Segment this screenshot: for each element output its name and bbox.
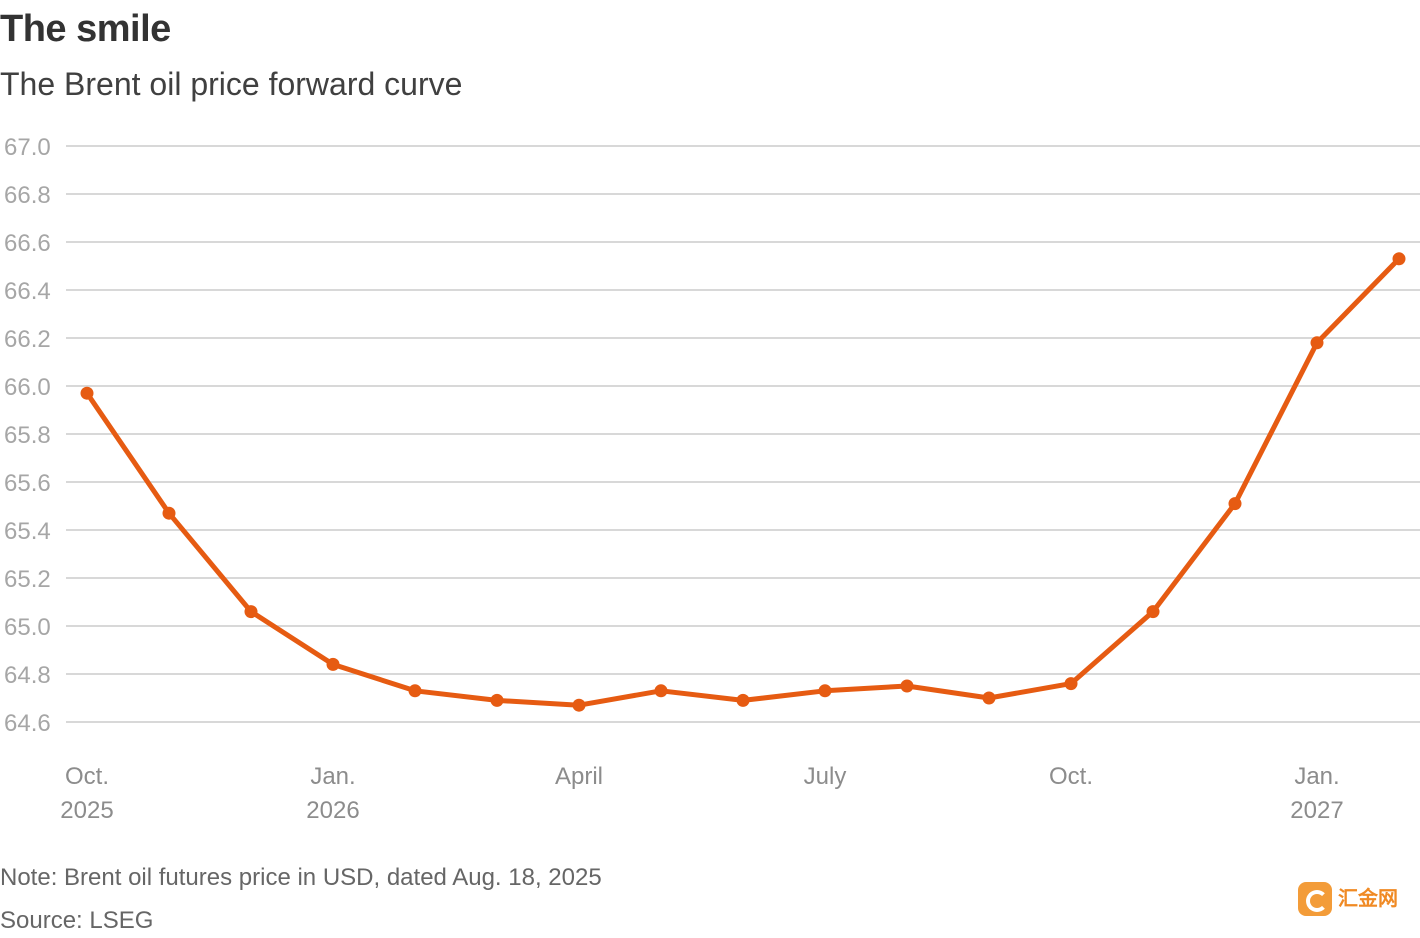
data-point [1228, 497, 1242, 511]
y-tick-label: 66.4 [4, 278, 51, 305]
data-point [162, 506, 176, 520]
data-point [326, 657, 340, 671]
data-point [80, 386, 94, 400]
x-tick-label: 2026 [306, 797, 359, 824]
data-point [654, 684, 668, 698]
chart-note: Note: Brent oil futures price in USD, da… [0, 864, 602, 891]
data-point [244, 605, 258, 619]
y-tick-label: 65.0 [4, 614, 51, 641]
x-tick-label: April [555, 763, 603, 790]
chart-title: The smile [0, 8, 171, 50]
x-tick-label: 2025 [60, 797, 113, 824]
data-point [1310, 336, 1324, 350]
y-tick-label: 65.4 [4, 518, 51, 545]
x-tick-label: 2027 [1290, 797, 1343, 824]
x-tick-label: Oct. [1049, 763, 1093, 790]
watermark-logo-icon [1298, 882, 1332, 916]
y-tick-label: 64.6 [4, 710, 51, 737]
y-tick-label: 65.6 [4, 470, 51, 497]
chart-source: Source: LSEG [0, 907, 154, 934]
data-point [490, 693, 504, 707]
x-tick-label: Oct. [65, 763, 109, 790]
y-tick-label: 65.2 [4, 566, 51, 593]
data-point [982, 691, 996, 705]
watermark: 汇金网 [1298, 880, 1406, 918]
data-point [572, 698, 586, 712]
y-tick-label: 66.6 [4, 230, 51, 257]
data-point [818, 684, 832, 698]
y-tick-label: 67.0 [4, 134, 51, 161]
data-point [1392, 252, 1406, 266]
x-tick-label: Jan. [310, 763, 355, 790]
y-tick-label: 66.8 [4, 182, 51, 209]
line-chart: 64.6 64.8 65.0 65.2 65.4 65.6 65.8 66.0 66.2 66.4… [4, 134, 1420, 824]
data-point [1146, 605, 1160, 619]
x-tick-label: Jan. [1294, 763, 1339, 790]
data-point [1064, 677, 1078, 691]
data-point [900, 679, 914, 693]
y-tick-label: 66.0 [4, 374, 51, 401]
watermark-text: 汇金网 [1338, 888, 1398, 910]
y-tick-label: 65.8 [4, 422, 51, 449]
data-point [408, 684, 422, 698]
x-tick-label: July [804, 763, 847, 790]
y-tick-label: 66.2 [4, 326, 51, 353]
data-point [736, 693, 750, 707]
y-tick-label: 64.8 [4, 662, 51, 689]
chart-subtitle: The Brent oil price forward curve [0, 66, 463, 102]
